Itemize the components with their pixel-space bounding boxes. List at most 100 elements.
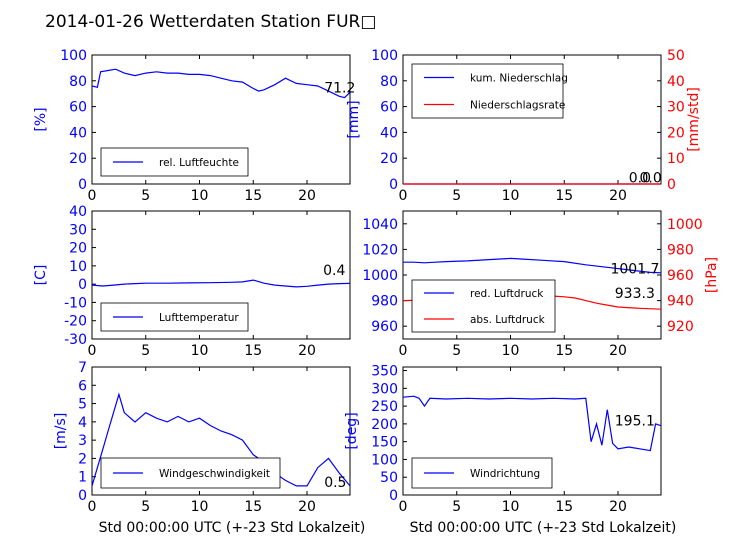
- series-line-pressure-0: [403, 257, 662, 274]
- value-annotation: 0.0: [640, 171, 662, 187]
- legend-box: [411, 279, 556, 333]
- y-tick-label: 40: [69, 204, 87, 220]
- x-tick-label: 15: [555, 343, 573, 359]
- legend-label: red. Luftdruck: [470, 288, 544, 300]
- value-annotation: 71.2: [324, 80, 355, 96]
- y-right-tick-label: 0: [667, 177, 676, 193]
- y-tick-label: 0: [78, 488, 87, 504]
- x-tick-label: 10: [502, 188, 520, 204]
- figure-title: 2014-01-26 Wetterdaten Station FUR□: [45, 12, 376, 32]
- y-tick-label: -20: [64, 314, 87, 330]
- series-line-temperature-0: [91, 279, 351, 288]
- y-tick-label: 350: [371, 364, 398, 380]
- value-annotation: 0.5: [324, 475, 346, 491]
- value-annotation: 0.0: [629, 171, 651, 187]
- x-tick-label: 20: [609, 343, 627, 359]
- panel-humidity: 0 5 10 15 20 0 20 40 60 80 100 [%] 71.2 rel. Luftfeuc…: [33, 48, 355, 204]
- y-tick-label: -30: [64, 332, 87, 348]
- y-tick-label: 30: [69, 222, 87, 238]
- x-axis-label: Std 00:00:00 UTC (+-23 Std Lokalzeit): [99, 520, 366, 536]
- x-tick-label: 10: [502, 343, 520, 359]
- series-line-windspeed-0: [91, 392, 351, 487]
- x-tick-label: 10: [191, 499, 209, 515]
- x-tick-label: 5: [141, 499, 150, 515]
- x-tick-label: 5: [141, 343, 150, 359]
- panel-precip: 0 5 10 15 20 0 20 40 60 80 100 0 10 20 30 40 50 [mm] [mm/s…: [346, 48, 702, 204]
- y-tick-label: 0: [389, 488, 398, 504]
- x-tick-label: 10: [191, 343, 209, 359]
- y-right-tick-label: 10: [667, 151, 685, 167]
- y-axis-label: [deg]: [344, 412, 360, 449]
- x-tick-label: 20: [298, 499, 316, 515]
- x-tick-label: 15: [244, 188, 262, 204]
- y-tick-label: 980: [371, 294, 398, 310]
- x-tick-label: 15: [555, 188, 573, 204]
- y-right-axis-label: [hPa]: [704, 257, 720, 293]
- legend-label: Niederschlagsrate: [470, 100, 565, 112]
- legend-box: [411, 63, 564, 119]
- x-tick-label: 20: [298, 343, 316, 359]
- y-axis-label: [C]: [33, 265, 49, 286]
- value-annotation: 195.1: [615, 414, 655, 430]
- y-tick-label: 80: [69, 74, 87, 90]
- y-tick-label: 60: [380, 100, 398, 116]
- x-tick-label: 0: [399, 499, 408, 515]
- y-right-axis-label: [mm/std]: [686, 87, 702, 152]
- y-tick-label: 200: [371, 417, 398, 433]
- y-tick-label: 1020: [362, 242, 398, 258]
- x-tick-label: 0: [88, 343, 97, 359]
- legend-label: Lufttemperatur: [159, 312, 239, 324]
- y-tick-label: 20: [69, 151, 87, 167]
- y-tick-label: 100: [60, 48, 87, 64]
- value-annotation: 933.3: [615, 286, 655, 302]
- y-tick-label: 2: [78, 451, 87, 467]
- y-tick-label: 100: [371, 48, 398, 64]
- y-tick-label: 0: [78, 177, 87, 193]
- x-tick-label: 5: [452, 499, 461, 515]
- x-tick-label: 20: [298, 188, 316, 204]
- y-right-tick-label: 50: [667, 48, 685, 64]
- y-tick-label: 100: [371, 452, 398, 468]
- y-right-tick-label: 980: [667, 242, 694, 258]
- y-tick-label: 0: [389, 177, 398, 193]
- legend-label: abs. Luftdruck: [470, 314, 546, 326]
- panel-temperature: 0 5 10 15 20 -30 -20 -10 0 10 20 30 40 [C] 0.4 Lufttemp…: [33, 204, 351, 359]
- y-tick-label: 6: [78, 378, 87, 394]
- y-tick-label: 60: [69, 100, 87, 116]
- series-line-humidity-0: [91, 68, 351, 99]
- x-tick-label: 0: [88, 188, 97, 204]
- y-tick-label: 250: [371, 399, 398, 415]
- x-tick-label: 15: [244, 343, 262, 359]
- y-tick-label: 300: [371, 381, 398, 397]
- panel-pressure: 0 5 10 15 20 960 980 1000 1020 1040 920 940 960 980 10…: [362, 210, 720, 359]
- value-annotation: 1001.7: [610, 262, 659, 278]
- legend-box: [411, 457, 553, 489]
- x-tick-label: 5: [452, 188, 461, 204]
- y-tick-label: 40: [69, 125, 87, 141]
- y-tick-label: 4: [78, 415, 87, 431]
- y-tick-label: 5: [78, 397, 87, 413]
- x-tick-label: 20: [609, 499, 627, 515]
- y-tick-label: 150: [371, 435, 398, 451]
- y-tick-label: 1000: [362, 268, 398, 284]
- legend-label: rel. Luftfeuchte: [159, 157, 239, 169]
- x-tick-label: 15: [555, 499, 573, 515]
- y-tick-label: 50: [380, 470, 398, 486]
- x-tick-label: 5: [141, 188, 150, 204]
- legend-label: Windgeschwindigkeit: [159, 468, 270, 480]
- x-tick-label: 0: [88, 499, 97, 515]
- y-tick-label: 960: [371, 319, 398, 335]
- legend-label: Windrichtung: [470, 468, 540, 480]
- y-axis-label: [mm]: [346, 100, 362, 138]
- y-right-tick-label: 30: [667, 100, 685, 116]
- y-tick-label: 20: [69, 241, 87, 257]
- y-right-tick-label: 40: [667, 74, 685, 90]
- x-tick-label: 10: [502, 499, 520, 515]
- y-tick-label: 80: [380, 74, 398, 90]
- y-tick-label: 10: [69, 259, 87, 275]
- x-axis-label: Std 00:00:00 UTC (+-23 Std Lokalzeit): [410, 520, 677, 536]
- y-tick-label: 3: [78, 433, 87, 449]
